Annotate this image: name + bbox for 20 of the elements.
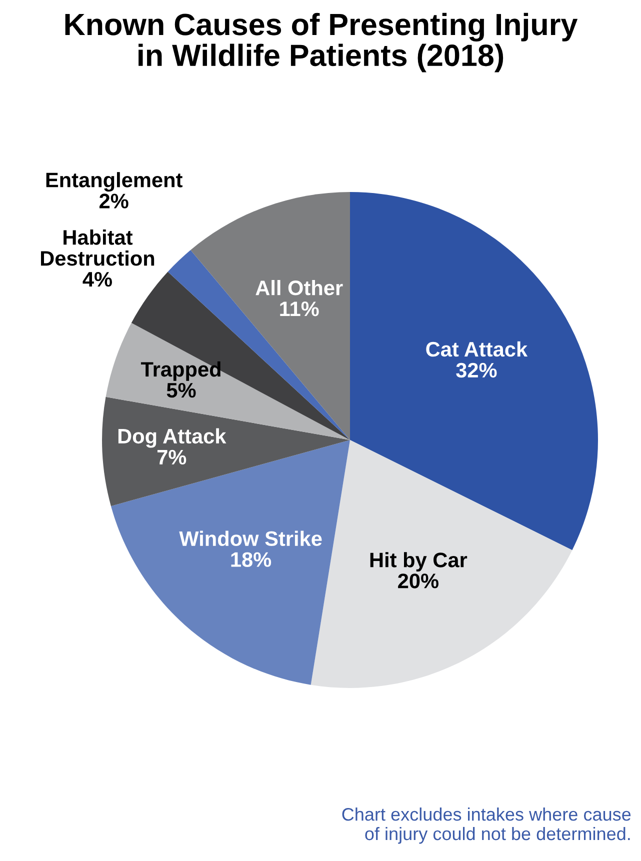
text: Chart excludes intakes where cause of injury could not be determined. [342, 808, 631, 844]
data-label: 4% [82, 272, 112, 287]
slice-label: Window Strike [179, 530, 322, 546]
slice-label: All Other [256, 280, 343, 296]
pie-slice [350, 192, 598, 550]
slice-label: Cat Attack [426, 341, 528, 357]
slice-label: Dog Attack [118, 428, 226, 448]
data-label: 2% [99, 194, 128, 208]
pie-slice [102, 396, 350, 506]
data-label: 20% [398, 574, 438, 588]
data-label: 18% [231, 552, 272, 567]
slice-label: Trapped [140, 361, 220, 381]
slice-label: Entanglement [46, 172, 182, 192]
slice-label: Habitat Destruction [41, 230, 154, 266]
data-label: 7% [157, 450, 186, 465]
data-label: 32% [456, 362, 497, 378]
slice-label: Hit by Car [370, 552, 468, 572]
data-label: 5% [166, 382, 196, 398]
chart-title: Known Causes of Presenting Injury in Wildlife Patients (2018) [65, 12, 578, 72]
data-label: 11% [280, 302, 319, 316]
